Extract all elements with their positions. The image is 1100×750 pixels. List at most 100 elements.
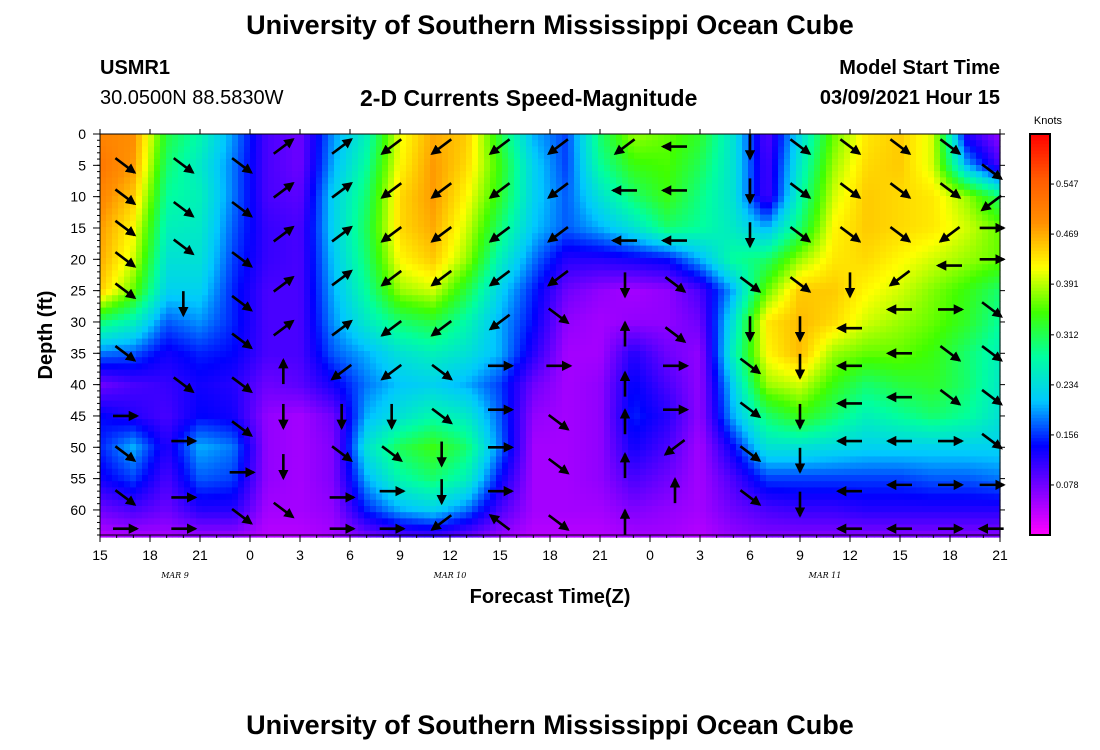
heatmap-cell	[376, 295, 383, 302]
heatmap-cell	[844, 220, 851, 228]
heatmap-cell	[556, 171, 563, 178]
heatmap-cell	[508, 301, 515, 309]
heatmap-cell	[148, 202, 155, 209]
heatmap-cell	[604, 171, 611, 178]
heatmap-cell	[862, 189, 869, 197]
heatmap-cell	[982, 258, 989, 265]
heatmap-cell	[688, 270, 695, 278]
heatmap-cell	[772, 220, 779, 228]
heatmap-cell	[952, 320, 959, 327]
heatmap-cell	[964, 140, 971, 147]
heatmap-cell	[664, 227, 671, 234]
heatmap-cell	[466, 165, 473, 172]
heatmap-cell	[268, 270, 275, 278]
heatmap-cell	[538, 307, 545, 315]
heatmap-cell	[700, 140, 707, 147]
heatmap-cell	[994, 239, 1001, 247]
heatmap-cell	[640, 171, 647, 178]
heatmap-cell	[118, 282, 125, 290]
heatmap-cell	[286, 233, 293, 240]
heatmap-cell	[388, 239, 395, 247]
heatmap-cell	[124, 332, 131, 340]
heatmap-cell	[166, 214, 173, 222]
heatmap-cell	[460, 289, 467, 296]
heatmap-cell	[436, 202, 443, 209]
heatmap-cell	[886, 301, 893, 309]
heatmap-cell	[286, 202, 293, 209]
heatmap-cell	[544, 239, 551, 247]
heatmap-cell	[934, 251, 941, 259]
heatmap-cell	[784, 140, 791, 147]
station-coordinates: 30.0500N 88.5830W	[100, 87, 284, 109]
heatmap-cell	[118, 270, 125, 278]
heatmap-cell	[124, 251, 131, 259]
heatmap-cell	[454, 183, 461, 191]
heatmap-cell	[226, 165, 233, 172]
heatmap-cell	[772, 214, 779, 222]
heatmap-cell	[232, 189, 239, 197]
heatmap-cell	[640, 146, 647, 154]
heatmap-cell	[646, 258, 653, 265]
heatmap-cell	[880, 326, 887, 333]
heatmap-cell	[250, 140, 257, 147]
heatmap-cell	[568, 239, 575, 247]
heatmap-cell	[274, 196, 281, 203]
heatmap-cell	[100, 233, 107, 240]
heatmap-cell	[364, 326, 371, 333]
heatmap-cell	[694, 320, 701, 327]
heatmap-cell	[742, 202, 749, 209]
heatmap-cell	[910, 251, 917, 259]
heatmap-cell	[958, 233, 965, 240]
heatmap-cell	[688, 152, 695, 160]
heatmap-cell	[376, 258, 383, 265]
heatmap-cell	[982, 332, 989, 340]
heatmap-cell	[184, 196, 191, 203]
heatmap-cell	[214, 332, 221, 340]
heatmap-cell	[592, 214, 599, 222]
heatmap-cell	[778, 239, 785, 247]
heatmap-cell	[424, 258, 431, 265]
heatmap-cell	[346, 220, 353, 228]
heatmap-cell	[532, 307, 539, 315]
heatmap-cell	[142, 208, 149, 216]
heatmap-cell	[334, 158, 341, 166]
heatmap-cell	[742, 239, 749, 247]
heatmap-cell	[310, 196, 317, 203]
heatmap-cell	[466, 196, 473, 203]
heatmap-cell	[544, 227, 551, 234]
heatmap-cell	[154, 282, 161, 290]
heatmap-cell	[658, 326, 665, 333]
heatmap-cell	[514, 158, 521, 166]
heatmap-cell	[418, 326, 425, 333]
heatmap-cell	[838, 140, 845, 147]
heatmap-cell	[406, 214, 413, 222]
heatmap-cell	[556, 270, 563, 278]
heatmap-cell	[610, 214, 617, 222]
heatmap-cell	[820, 208, 827, 216]
heatmap-cell	[322, 264, 329, 271]
heatmap-cell	[448, 202, 455, 209]
heatmap-cell	[232, 289, 239, 296]
heatmap-cell	[214, 270, 221, 278]
heatmap-cell	[586, 220, 593, 228]
heatmap-cell	[184, 214, 191, 222]
heatmap-cell	[448, 208, 455, 216]
heatmap-cell	[310, 208, 317, 216]
heatmap-cell	[448, 158, 455, 166]
heatmap-cell	[196, 189, 203, 197]
heatmap-cell	[568, 320, 575, 327]
heatmap-cell	[820, 158, 827, 166]
heatmap-cell	[202, 332, 209, 340]
heatmap-cell	[934, 282, 941, 290]
heatmap-cell	[712, 295, 719, 302]
heatmap-cell	[778, 183, 785, 191]
heatmap-cell	[280, 301, 287, 309]
heatmap-cell	[532, 183, 539, 191]
heatmap-cell	[694, 258, 701, 265]
heatmap-cell	[472, 171, 479, 178]
heatmap-cell	[124, 270, 131, 278]
heatmap-cell	[376, 140, 383, 147]
heatmap-cell	[220, 146, 227, 154]
heatmap-cell	[820, 146, 827, 154]
heatmap-cell	[202, 134, 209, 141]
